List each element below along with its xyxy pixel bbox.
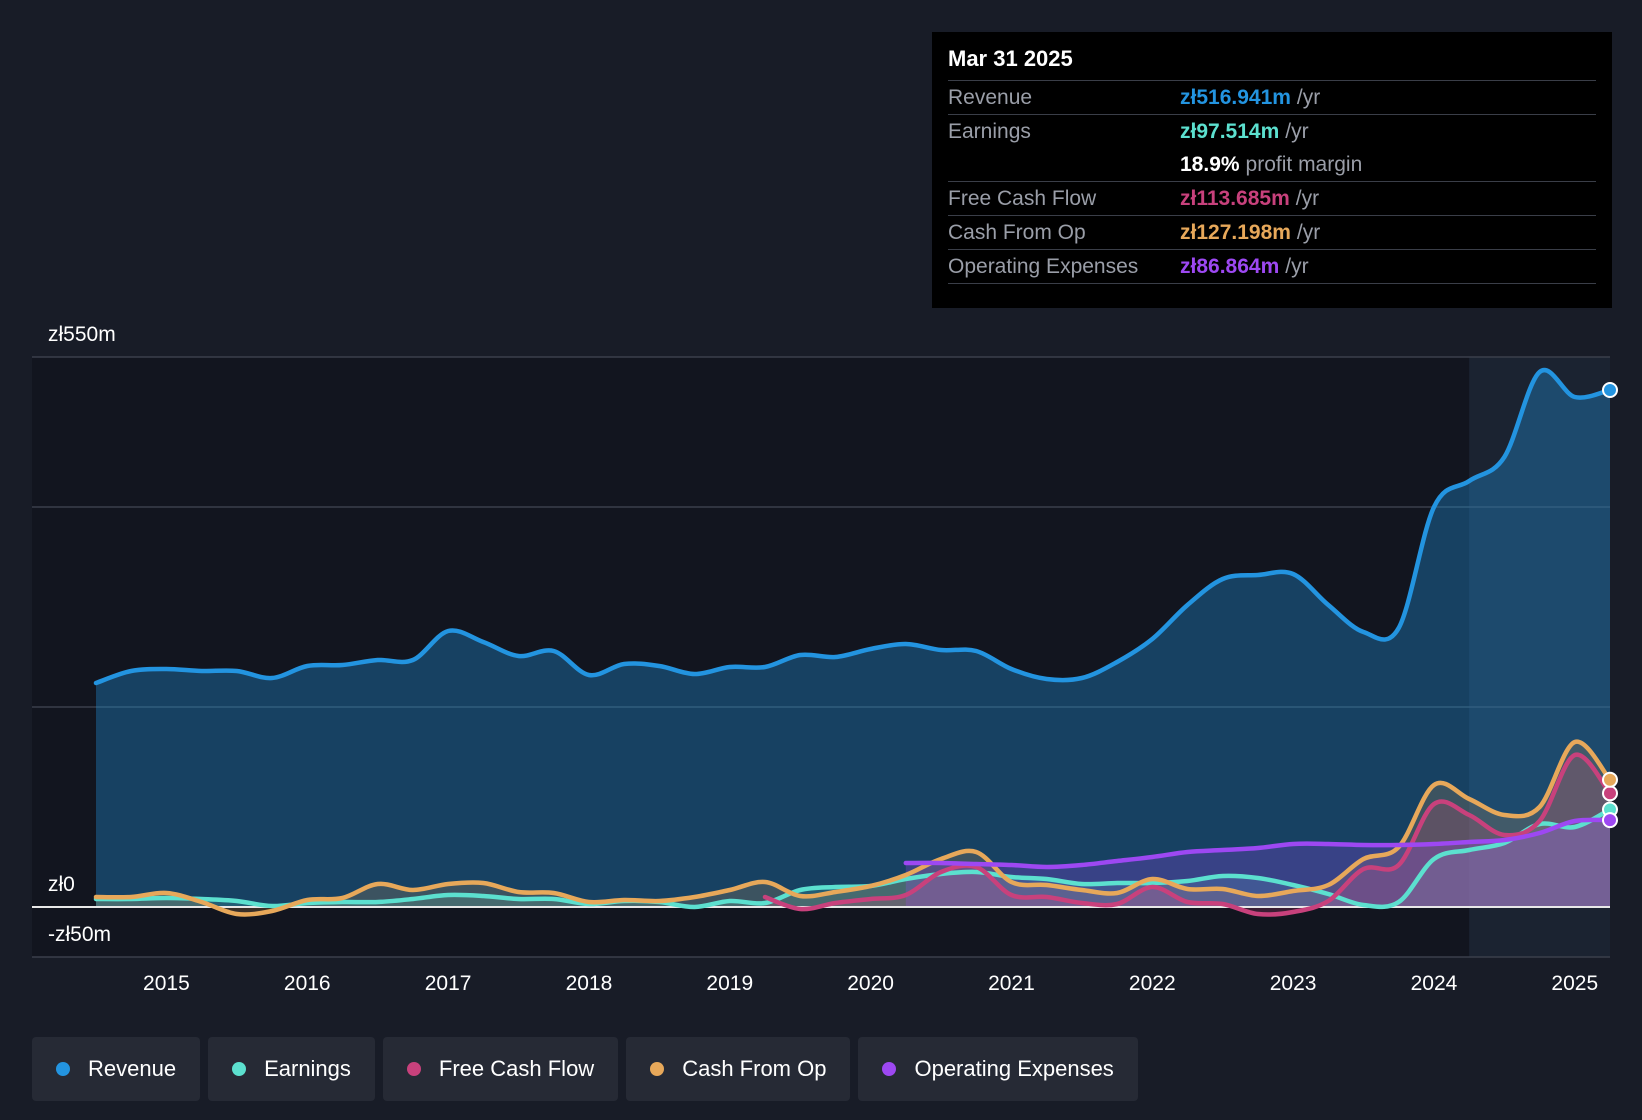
x-tick-label: 2016 xyxy=(284,972,331,995)
legend-dot-icon xyxy=(882,1062,897,1076)
legend-item-earnings[interactable]: Earnings xyxy=(208,1037,375,1101)
tooltip-label: Earnings xyxy=(948,119,1031,143)
legend-item-revenue[interactable]: Revenue xyxy=(32,1037,201,1101)
x-tick-label: 2023 xyxy=(1270,972,1317,995)
tooltip-unit: /yr xyxy=(1296,85,1321,109)
series-end-markers xyxy=(1602,382,1618,829)
x-tick-label: 2015 xyxy=(143,972,190,995)
legend-label: Cash From Op xyxy=(682,1056,827,1081)
x-tick-label: 2021 xyxy=(988,972,1035,995)
line-operating-expenses xyxy=(903,817,1613,870)
x-tick-label: 2025 xyxy=(1551,972,1598,995)
legend-dot-icon xyxy=(650,1062,665,1076)
tooltip-value: zł516.941m xyxy=(1180,85,1291,109)
area-free-cash-flow xyxy=(765,754,1610,915)
tooltip-value: zł86.864m xyxy=(1180,254,1280,278)
end-marker-free-cash-flow xyxy=(1602,785,1618,802)
tooltip-label: Cash From Op xyxy=(948,220,1086,244)
tooltip-label: Free Cash Flow xyxy=(948,186,1097,210)
legend-item-free-cash-flow[interactable]: Free Cash Flow xyxy=(382,1037,619,1101)
line-cash-from-op xyxy=(93,739,1613,917)
y-tick-label: zł0 xyxy=(48,873,75,896)
legend: Revenue Earnings Free Cash Flow Cash Fro… xyxy=(32,1037,1138,1101)
tooltip-unit: /yr xyxy=(1285,119,1309,143)
tooltip-row-cash-from-op: Cash From Op zł127.198m /yr xyxy=(948,215,1596,249)
y-tick-label: -zł50m xyxy=(48,923,111,946)
tooltip-unit: profit margin xyxy=(1245,152,1363,176)
tooltip-row-revenue: Revenue zł516.941m /yr xyxy=(948,80,1596,114)
x-tick-label: 2017 xyxy=(425,972,472,995)
y-axis-labels: zł550m zł0 -zł50m xyxy=(48,323,116,946)
line-revenue xyxy=(93,367,1613,686)
legend-dot-icon xyxy=(232,1062,247,1076)
tooltip-unit: /yr xyxy=(1296,220,1321,244)
forecast-highlight-region xyxy=(1469,357,1610,957)
end-marker-cash-from-op xyxy=(1602,771,1618,788)
area-revenue xyxy=(96,370,1610,907)
tooltip-unit: /yr xyxy=(1295,186,1320,210)
series-lines xyxy=(93,367,1613,917)
x-tick-label: 2022 xyxy=(1129,972,1176,995)
tooltip-unit: /yr xyxy=(1285,254,1309,278)
x-axis-labels: 2015 2016 2017 2018 2019 2020 2021 2022 2023 2024… xyxy=(143,972,1598,995)
tooltip-row-operating-expenses: Operating Expenses zł86.864m /yr xyxy=(948,249,1596,284)
x-tick-label: 2024 xyxy=(1411,972,1458,995)
line-earnings xyxy=(93,807,1613,910)
tooltip-value: zł113.685m xyxy=(1180,186,1290,210)
line-free-cash-flow xyxy=(762,752,1613,917)
legend-label: Free Cash Flow xyxy=(438,1056,595,1081)
tooltip-row-profit-margin: 18.9% profit margin xyxy=(948,148,1596,181)
end-marker-revenue xyxy=(1602,382,1618,398)
area-earnings xyxy=(96,809,1610,908)
gridlines xyxy=(32,356,1610,958)
legend-label: Revenue xyxy=(88,1056,177,1081)
tooltip: Mar 31 2025 Revenue zł516.941m /yr Earni… xyxy=(932,32,1612,308)
tooltip-row-earnings: Earnings zł97.514m /yr xyxy=(948,114,1596,148)
end-marker-operating-expenses xyxy=(1602,812,1618,829)
tooltip-label: Revenue xyxy=(948,85,1033,109)
legend-item-operating-expenses[interactable]: Operating Expenses xyxy=(858,1037,1138,1101)
x-tick-label: 2018 xyxy=(566,972,613,995)
y-tick-label: zł550m xyxy=(48,323,116,346)
legend-label: Operating Expenses xyxy=(914,1056,1114,1081)
tooltip-value: zł97.514m xyxy=(1180,119,1280,143)
legend-dot-icon xyxy=(406,1062,421,1076)
area-cash-from-op xyxy=(96,741,1610,915)
tooltip-label: Operating Expenses xyxy=(948,254,1139,278)
x-tick-label: 2019 xyxy=(706,972,753,995)
tooltip-value: zł127.198m xyxy=(1180,220,1291,244)
legend-dot-icon xyxy=(56,1062,70,1076)
tooltip-date: Mar 31 2025 xyxy=(948,46,1073,71)
tooltip-value: 18.9% xyxy=(1180,152,1240,176)
legend-label: Earnings xyxy=(264,1056,351,1081)
tooltip-row-free-cash-flow: Free Cash Flow zł113.685m /yr xyxy=(948,181,1596,215)
legend-item-cash-from-op[interactable]: Cash From Op xyxy=(626,1037,851,1101)
x-tick-label: 2020 xyxy=(847,972,894,995)
